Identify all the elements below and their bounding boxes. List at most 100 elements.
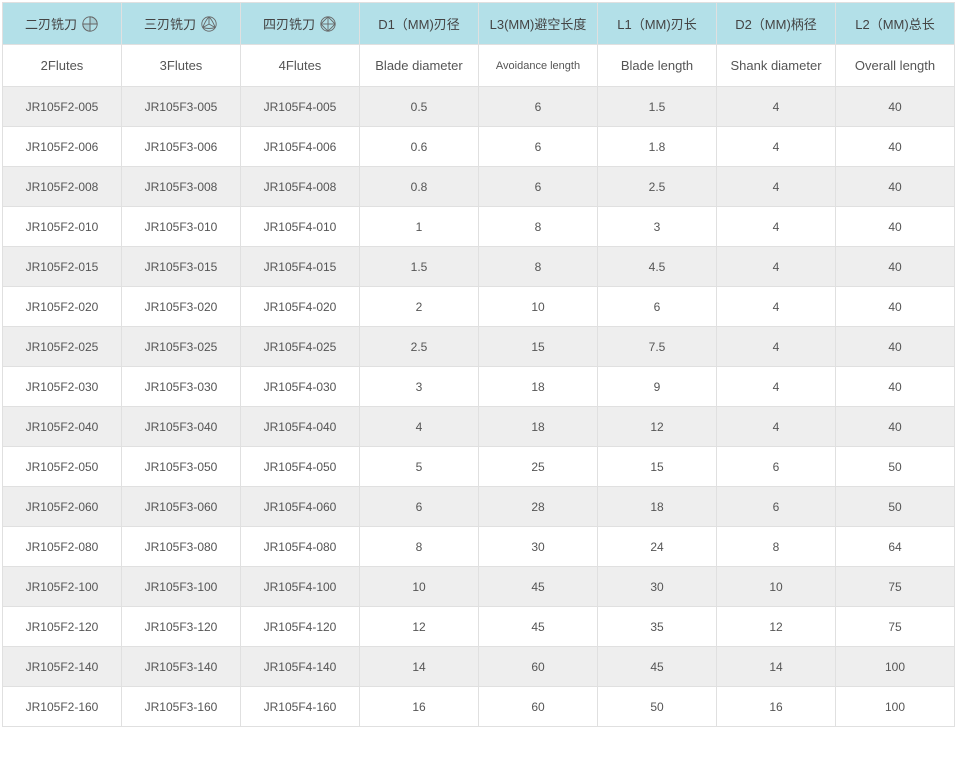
table-cell: 10	[717, 567, 836, 607]
table-row: JR105F2-140JR105F3-140JR105F4-1401460451…	[3, 647, 955, 687]
table-cell: 3	[598, 207, 717, 247]
table-row: JR105F2-005JR105F3-005JR105F4-0050.561.5…	[3, 87, 955, 127]
col-header-cn-0: 二刃铣刀	[3, 3, 122, 45]
table-cell: 25	[479, 447, 598, 487]
col-header-cn-7-label: L2（MM)总长	[855, 17, 934, 32]
table-cell: 18	[479, 407, 598, 447]
table-cell: 40	[836, 247, 955, 287]
table-cell: 8	[360, 527, 479, 567]
col-header-en-0-label: 2Flutes	[41, 58, 84, 73]
table-cell: 8	[479, 207, 598, 247]
table-cell: JR105F3-015	[122, 247, 241, 287]
table-cell: JR105F3-100	[122, 567, 241, 607]
table-cell: 4.5	[598, 247, 717, 287]
table-row: JR105F2-080JR105F3-080JR105F4-0808302486…	[3, 527, 955, 567]
table-cell: 24	[598, 527, 717, 567]
col-header-en-4: Avoidance length	[479, 45, 598, 87]
table-cell: JR105F2-015	[3, 247, 122, 287]
table-cell: 4	[717, 247, 836, 287]
col-header-cn-5-label: L1（MM)刃长	[617, 17, 696, 32]
col-header-en-6: Shank diameter	[717, 45, 836, 87]
table-cell: JR105F2-008	[3, 167, 122, 207]
table-cell: JR105F3-050	[122, 447, 241, 487]
table-cell: JR105F2-140	[3, 647, 122, 687]
table-cell: 4	[717, 207, 836, 247]
col-header-cn-5: L1（MM)刃长	[598, 3, 717, 45]
table-cell: 45	[479, 607, 598, 647]
table-cell: 100	[836, 647, 955, 687]
table-row: JR105F2-040JR105F3-040JR105F4-0404181244…	[3, 407, 955, 447]
col-header-en-7: Overall length	[836, 45, 955, 87]
spec-table: 二刃铣刀 三刃铣刀 四刃铣刀	[2, 2, 955, 727]
table-cell: 30	[479, 527, 598, 567]
col-header-en-4-label: Avoidance length	[496, 60, 580, 72]
table-cell: 5	[360, 447, 479, 487]
table-cell: 40	[836, 407, 955, 447]
table-cell: JR105F3-008	[122, 167, 241, 207]
table-cell: JR105F3-030	[122, 367, 241, 407]
table-body: JR105F2-005JR105F3-005JR105F4-0050.561.5…	[3, 87, 955, 727]
col-header-cn-2: 四刃铣刀	[241, 3, 360, 45]
table-cell: 3	[360, 367, 479, 407]
header-row-english: 2Flutes 3Flutes 4Flutes Blade diameter A…	[3, 45, 955, 87]
table-cell: 4	[717, 87, 836, 127]
table-cell: 16	[717, 687, 836, 727]
table-cell: JR105F2-050	[3, 447, 122, 487]
table-cell: JR105F4-140	[241, 647, 360, 687]
table-cell: 40	[836, 87, 955, 127]
table-cell: 0.8	[360, 167, 479, 207]
table-cell: JR105F4-010	[241, 207, 360, 247]
table-cell: JR105F4-060	[241, 487, 360, 527]
table-cell: 6	[717, 447, 836, 487]
table-cell: 0.5	[360, 87, 479, 127]
col-header-cn-2-label: 四刃铣刀	[263, 14, 315, 33]
col-header-cn-6: D2（MM)柄径	[717, 3, 836, 45]
table-cell: JR105F2-006	[3, 127, 122, 167]
table-cell: JR105F3-025	[122, 327, 241, 367]
table-row: JR105F2-015JR105F3-015JR105F4-0151.584.5…	[3, 247, 955, 287]
table-row: JR105F2-025JR105F3-025JR105F4-0252.5157.…	[3, 327, 955, 367]
table-cell: 64	[836, 527, 955, 567]
table-cell: 6	[479, 127, 598, 167]
table-cell: 75	[836, 567, 955, 607]
table-cell: 6	[479, 167, 598, 207]
col-header-en-1-label: 3Flutes	[160, 58, 203, 73]
table-cell: 60	[479, 647, 598, 687]
table-cell: 4	[717, 367, 836, 407]
table-cell: 8	[717, 527, 836, 567]
table-cell: JR105F3-140	[122, 647, 241, 687]
col-header-en-2: 4Flutes	[241, 45, 360, 87]
table-cell: JR105F2-040	[3, 407, 122, 447]
table-cell: JR105F4-050	[241, 447, 360, 487]
col-header-cn-4: L3(MM)避空长度	[479, 3, 598, 45]
col-header-cn-7: L2（MM)总长	[836, 3, 955, 45]
table-cell: 14	[717, 647, 836, 687]
table-cell: 10	[479, 287, 598, 327]
table-cell: 6	[479, 87, 598, 127]
table-cell: JR105F4-020	[241, 287, 360, 327]
table-cell: 1.8	[598, 127, 717, 167]
table-cell: 15	[598, 447, 717, 487]
three-flute-icon	[200, 15, 218, 33]
table-cell: JR105F4-160	[241, 687, 360, 727]
table-row: JR105F2-006JR105F3-006JR105F4-0060.661.8…	[3, 127, 955, 167]
table-cell: JR105F3-120	[122, 607, 241, 647]
table-cell: JR105F4-040	[241, 407, 360, 447]
table-row: JR105F2-160JR105F3-160JR105F4-1601660501…	[3, 687, 955, 727]
table-cell: 1	[360, 207, 479, 247]
col-header-en-0: 2Flutes	[3, 45, 122, 87]
col-header-en-7-label: Overall length	[855, 58, 935, 73]
table-cell: 7.5	[598, 327, 717, 367]
table-cell: 40	[836, 367, 955, 407]
table-cell: 28	[479, 487, 598, 527]
table-cell: JR105F3-010	[122, 207, 241, 247]
col-header-en-1: 3Flutes	[122, 45, 241, 87]
col-header-en-5: Blade length	[598, 45, 717, 87]
table-cell: JR105F2-010	[3, 207, 122, 247]
col-header-cn-3-label: D1（MM)刃径	[378, 17, 460, 32]
table-cell: 45	[479, 567, 598, 607]
table-cell: 4	[717, 407, 836, 447]
table-row: JR105F2-008JR105F3-008JR105F4-0080.862.5…	[3, 167, 955, 207]
table-cell: JR105F4-080	[241, 527, 360, 567]
table-cell: JR105F3-160	[122, 687, 241, 727]
